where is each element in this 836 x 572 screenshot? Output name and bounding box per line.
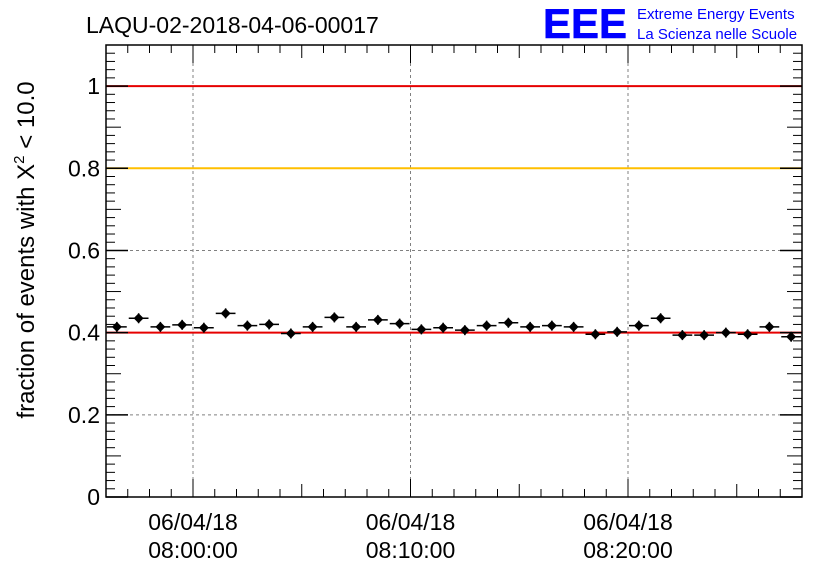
- logo-subtitle-line1: Extreme Energy Events: [637, 6, 795, 23]
- data-point-marker: [503, 317, 514, 328]
- x-tick-label-date: 06/04/18: [366, 509, 456, 535]
- data-point-marker: [525, 321, 536, 332]
- data-point: [455, 325, 475, 336]
- data-point-marker: [546, 320, 557, 331]
- data-point-marker: [177, 319, 188, 330]
- data-point: [128, 313, 149, 324]
- data-point: [215, 308, 236, 319]
- data-point: [150, 321, 171, 332]
- y-axis-label-prefix: fraction of events with: [13, 180, 40, 419]
- x-tick-label-time: 08:20:00: [583, 537, 673, 563]
- data-point: [672, 330, 693, 341]
- data-point-marker: [699, 330, 710, 341]
- data-point: [585, 329, 606, 340]
- data-point-marker: [133, 313, 144, 324]
- data-point: [172, 319, 192, 330]
- data-point: [302, 321, 323, 332]
- data-point-marker: [720, 327, 731, 338]
- data-point-marker: [612, 326, 623, 337]
- data-point-marker: [764, 321, 775, 332]
- data-point-marker: [285, 328, 296, 339]
- data-point: [607, 326, 627, 337]
- x-tick-label-date: 06/04/18: [148, 509, 238, 535]
- data-point: [346, 321, 366, 332]
- data-point: [237, 320, 258, 331]
- data-point-marker: [568, 321, 579, 332]
- y-tick-label: 0.8: [68, 155, 100, 181]
- data-point: [194, 322, 214, 333]
- eee-logo: EEE Extreme Energy Events La Scienza nel…: [543, 0, 797, 47]
- data-point-marker: [198, 322, 209, 333]
- x-tick-label-time: 08:00:00: [148, 537, 238, 563]
- axes: 00.20.40.60.8106/04/1808:00:0006/04/1808…: [68, 44, 803, 563]
- data-point-marker: [351, 321, 362, 332]
- data-point-marker: [655, 313, 666, 324]
- y-tick-label: 0.4: [68, 320, 100, 346]
- data-point: [520, 321, 540, 332]
- data-point: [716, 327, 736, 338]
- y-tick-label: 0.6: [68, 237, 100, 263]
- data-point: [542, 320, 562, 331]
- x-tick-label-time: 08:10:00: [366, 537, 456, 563]
- data-point: [737, 329, 758, 340]
- data-point-marker: [677, 330, 688, 341]
- data-point-marker: [633, 320, 644, 331]
- reference-lines: [106, 85, 802, 334]
- y-tick-label: 1: [87, 73, 100, 99]
- logo-subtitle-line2: La Scienza nelle Scuole: [637, 26, 797, 43]
- y-axis-label-power: 2: [11, 155, 28, 163]
- data-point-marker: [155, 321, 166, 332]
- data-point: [389, 318, 410, 329]
- data-point: [563, 321, 584, 332]
- data-point-marker: [264, 319, 275, 330]
- data-point-marker: [742, 329, 753, 340]
- data-point: [259, 319, 279, 330]
- data-point-marker: [307, 321, 318, 332]
- grid: [106, 45, 802, 497]
- data-point-marker: [416, 324, 427, 335]
- data-point: [411, 324, 432, 335]
- data-point: [368, 314, 388, 325]
- y-axis-label-symbol: X: [13, 164, 40, 180]
- data-point: [781, 331, 801, 342]
- data-point: [694, 330, 714, 341]
- data-point-marker: [786, 331, 797, 342]
- data-point-marker: [220, 308, 231, 319]
- data-point: [498, 317, 519, 328]
- data-point-marker: [438, 322, 449, 333]
- y-axis-label-suffix: < 10.0: [13, 81, 40, 155]
- data-point: [629, 320, 649, 331]
- y-tick-label: 0: [87, 484, 100, 510]
- data-point: [759, 321, 780, 332]
- data-point-marker: [590, 329, 601, 340]
- x-tick-label-date: 06/04/18: [583, 509, 673, 535]
- data-point-marker: [111, 321, 122, 332]
- plot-frame: [105, 44, 803, 498]
- data-point-marker: [459, 325, 470, 336]
- y-tick-label: 0.2: [68, 402, 100, 428]
- data-point: [650, 313, 671, 324]
- data-point-marker: [329, 312, 340, 323]
- data-points: [107, 308, 801, 342]
- data-point: [433, 322, 453, 333]
- data-point-marker: [242, 320, 253, 331]
- data-point: [281, 328, 301, 339]
- y-axis-label: fraction of events with X2 < 10.0: [11, 81, 40, 418]
- data-point: [476, 320, 497, 331]
- data-point: [107, 321, 127, 332]
- chart-title: LAQU-02-2018-04-06-00017: [86, 12, 379, 38]
- data-point-marker: [481, 320, 492, 331]
- data-point-marker: [372, 314, 383, 325]
- data-point: [324, 312, 345, 323]
- data-point-marker: [394, 318, 405, 329]
- eee-logo-text: EEE: [543, 0, 627, 47]
